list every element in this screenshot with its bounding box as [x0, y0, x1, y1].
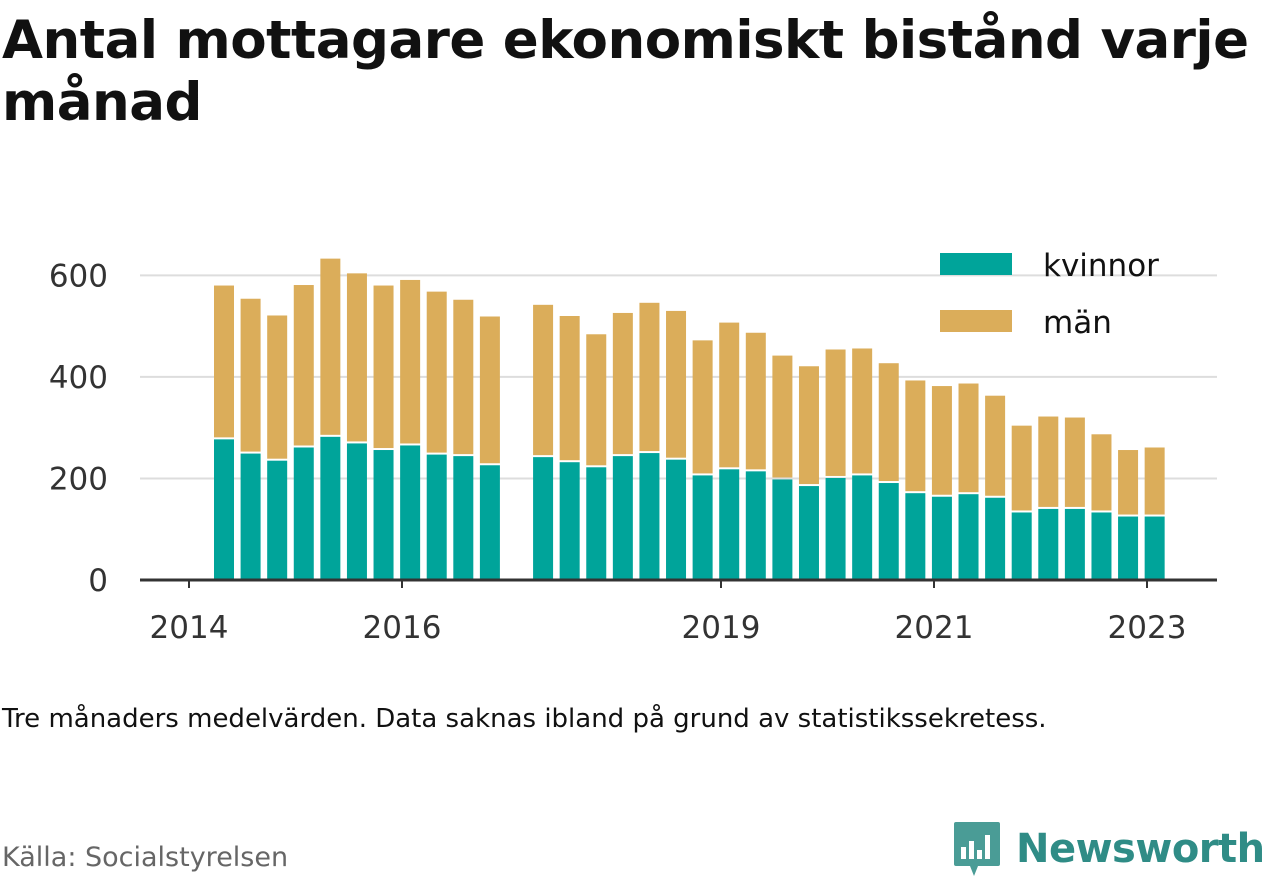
- bar-man: [559, 315, 580, 461]
- bar-man: [985, 395, 1006, 496]
- bar-man: [426, 291, 447, 453]
- x-tick-label: 2016: [363, 610, 442, 646]
- bar-kvinnor: [373, 450, 394, 580]
- bar-kvinnor: [1038, 508, 1059, 580]
- bar-man: [931, 386, 952, 495]
- bar-kvinnor: [533, 457, 554, 580]
- chart-title: Antal mottagare ekonomiskt bistånd varje…: [2, 10, 1249, 133]
- bar-kvinnor: [1118, 516, 1139, 580]
- bar-kvinnor: [346, 443, 367, 580]
- bar-kvinnor: [958, 494, 979, 580]
- bar-kvinnor: [559, 462, 580, 580]
- bar-man: [1118, 450, 1139, 515]
- newsworthy-logo: Newsworthy: [952, 820, 1262, 878]
- bar-kvinnor: [453, 456, 474, 580]
- bar-man: [666, 310, 687, 458]
- bar-kvinnor: [1064, 508, 1085, 580]
- newsworthy-logo-text: Newsworthy: [1016, 826, 1262, 872]
- y-tick-label: 600: [49, 258, 108, 294]
- bar-man: [453, 299, 474, 455]
- bar-man: [798, 366, 819, 485]
- x-tick-label: 2021: [895, 610, 974, 646]
- bar-man: [293, 285, 314, 446]
- bar-man: [852, 348, 873, 474]
- bar-man: [612, 312, 633, 455]
- legend-swatch-kvinnor: [940, 253, 1012, 275]
- legend-label-kvinnor: kvinnor: [1043, 248, 1159, 284]
- bar-man: [400, 279, 421, 444]
- bar-kvinnor: [267, 460, 288, 580]
- source-text: Källa: Socialstyrelsen: [2, 842, 289, 873]
- bar-kvinnor: [905, 493, 926, 580]
- chart-note: Tre månaders medelvärden. Data saknas ib…: [2, 704, 1047, 734]
- newsworthy-logo-icon: [954, 822, 1000, 876]
- bar-man: [1144, 447, 1165, 515]
- bar-kvinnor: [719, 469, 740, 580]
- bar-kvinnor: [639, 453, 660, 580]
- bar-kvinnor: [612, 456, 633, 580]
- bar-man: [240, 298, 261, 452]
- bar-man: [479, 316, 500, 464]
- y-tick-label: 200: [49, 461, 108, 497]
- bar-kvinnor: [692, 475, 713, 580]
- bar-kvinnor: [878, 483, 899, 580]
- bar-man: [878, 363, 899, 482]
- bar-kvinnor: [1144, 516, 1165, 580]
- x-tick-label: 2019: [682, 610, 761, 646]
- bar-kvinnor: [293, 447, 314, 580]
- bar-kvinnor: [852, 475, 873, 580]
- bar-kvinnor: [240, 453, 261, 580]
- bar-man: [719, 322, 740, 468]
- bar-kvinnor: [426, 454, 447, 580]
- bar-kvinnor: [1091, 512, 1112, 580]
- bar-man: [214, 285, 234, 438]
- bar-kvinnor: [798, 486, 819, 580]
- bar-kvinnor: [400, 445, 421, 580]
- bar-kvinnor: [666, 459, 687, 580]
- bar-man: [1064, 417, 1085, 507]
- bar-man: [639, 302, 660, 452]
- legend-swatch-man: [940, 310, 1012, 332]
- bars: [214, 258, 1165, 580]
- bar-kvinnor: [931, 496, 952, 580]
- bar-kvinnor: [320, 436, 341, 580]
- bar-man: [825, 349, 846, 476]
- bar-man: [772, 355, 793, 478]
- x-tick-label: 2014: [150, 610, 229, 646]
- y-tick-label: 0: [88, 563, 108, 599]
- bar-man: [320, 258, 341, 435]
- bar-man: [905, 380, 926, 492]
- x-tick-label: 2023: [1108, 610, 1187, 646]
- bar-man: [692, 340, 713, 474]
- y-tick-label: 400: [49, 360, 108, 396]
- bar-man: [373, 285, 394, 449]
- legend: kvinnor män: [940, 248, 1159, 341]
- bar-man: [346, 273, 367, 442]
- bar-man: [1011, 425, 1032, 511]
- axes: 0 200 400 600 2014 2016 2019 2021 2023: [49, 258, 1217, 646]
- bar-man: [1038, 416, 1059, 507]
- bar-kvinnor: [745, 471, 766, 580]
- bar-kvinnor: [772, 479, 793, 580]
- bar-kvinnor: [1011, 512, 1032, 580]
- bar-man: [958, 383, 979, 493]
- bar-man: [267, 315, 288, 459]
- bar-kvinnor: [479, 465, 500, 580]
- bar-man: [586, 334, 607, 466]
- bar-kvinnor: [586, 467, 607, 580]
- legend-label-man: män: [1043, 305, 1112, 341]
- bar-kvinnor: [214, 439, 234, 580]
- bar-man: [745, 332, 766, 470]
- bar-kvinnor: [985, 497, 1006, 580]
- bar-man: [533, 304, 554, 456]
- chart-area: 0 200 400 600 2014 2016 2019 2021 2023 kvinnor m…: [49, 248, 1217, 646]
- bar-kvinnor: [825, 477, 846, 580]
- bar-man: [1091, 434, 1112, 511]
